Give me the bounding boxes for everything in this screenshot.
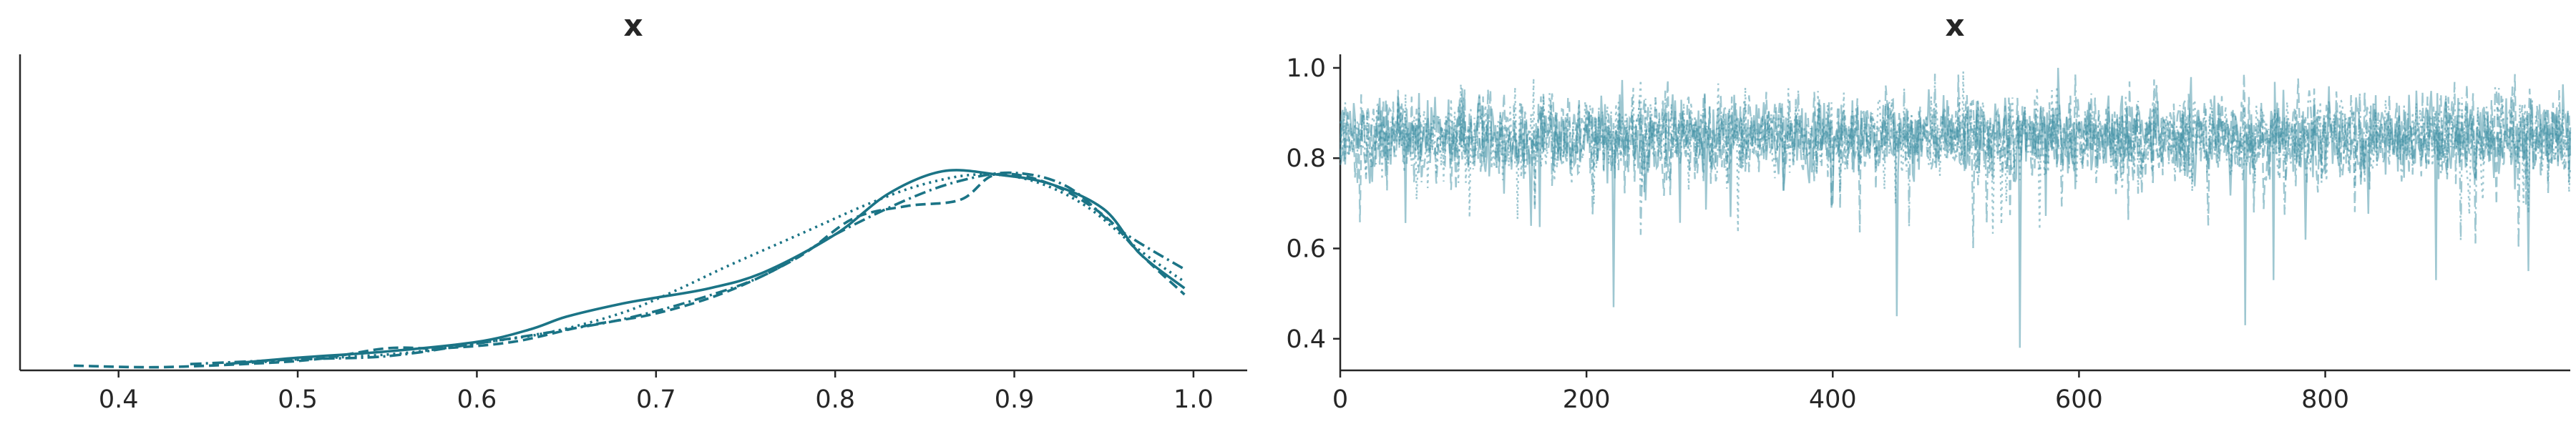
kde-x-tick-label: 1.0 xyxy=(1174,385,1214,414)
trace-y-tick-label: 0.6 xyxy=(1286,235,1326,264)
trace-y-ticks: 0.4 0.6 0.8 1.0 xyxy=(1286,54,1340,354)
kde-title: x xyxy=(623,8,643,43)
kde-series-dashed xyxy=(74,172,1186,369)
kde-x-tick-label: 0.8 xyxy=(815,385,855,414)
kde-series-solid xyxy=(225,169,1186,365)
trace-x-ticks: 0 200 400 600 800 xyxy=(1332,370,2349,414)
kde-x-tick-label: 0.9 xyxy=(995,385,1035,414)
trace-x-tick-label: 200 xyxy=(1563,385,1611,414)
trace-x-tick-label: 600 xyxy=(2055,385,2103,414)
kde-x-tick-label: 0.4 xyxy=(99,385,139,414)
kde-x-tick-label: 0.6 xyxy=(457,385,497,414)
trace-x-tick-label: 400 xyxy=(1809,385,1857,414)
trace-y-tick-label: 0.8 xyxy=(1286,144,1326,173)
trace-series-solid xyxy=(1339,67,2572,348)
trace-title: x xyxy=(1945,8,1964,43)
trace-y-tick-label: 1.0 xyxy=(1286,54,1326,83)
trace-x-tick-label: 0 xyxy=(1332,385,1348,414)
kde-x-ticks: 0.4 0.5 0.6 0.7 0.8 0.9 1.0 xyxy=(99,370,1214,414)
trace-lines xyxy=(1339,67,2572,348)
kde-series-dotted xyxy=(225,173,1186,365)
kde-lines xyxy=(74,169,1186,369)
trace-panel: x 0 200 400 600 800 0.4 0.6 0.8 1.0 xyxy=(1286,8,2572,414)
kde-x-tick-label: 0.7 xyxy=(636,385,676,414)
kde-series-dashdot xyxy=(190,171,1186,365)
kde-panel: x 0.4 0.5 0.6 0.7 0.8 0.9 1.0 xyxy=(19,8,1247,414)
kde-x-tick-label: 0.5 xyxy=(278,385,318,414)
trace-y-tick-label: 0.4 xyxy=(1286,325,1326,354)
trace-x-tick-label: 800 xyxy=(2301,385,2349,414)
